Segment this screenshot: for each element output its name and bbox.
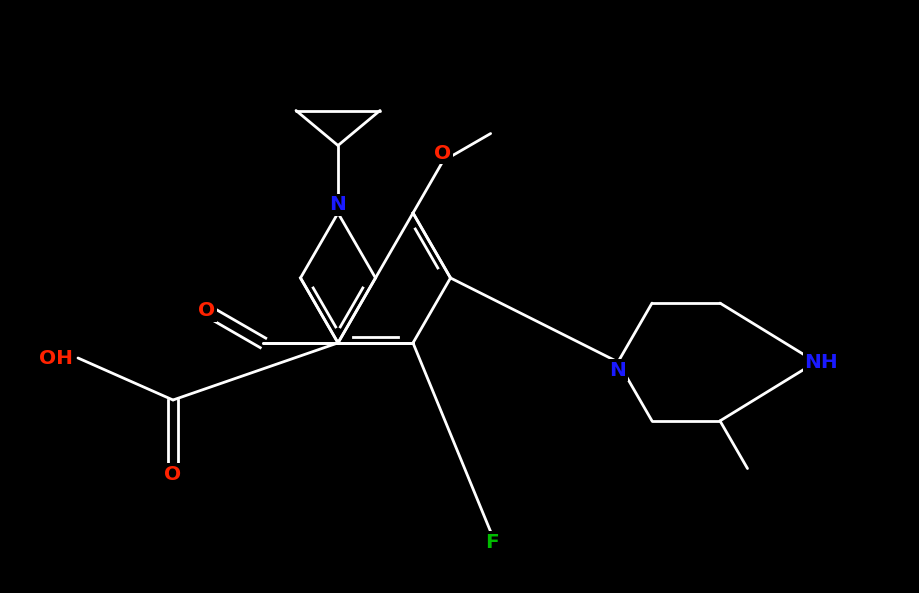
- Text: N: N: [330, 196, 346, 215]
- Text: NH: NH: [804, 352, 838, 371]
- Text: OH: OH: [39, 349, 73, 368]
- Text: O: O: [435, 144, 451, 162]
- Text: N: N: [609, 361, 627, 380]
- Text: O: O: [165, 464, 182, 483]
- Text: F: F: [485, 533, 499, 551]
- Text: O: O: [199, 301, 215, 320]
